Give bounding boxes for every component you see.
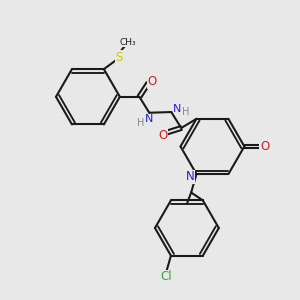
Text: H: H bbox=[182, 107, 190, 117]
Text: CH₃: CH₃ bbox=[120, 38, 136, 47]
Text: O: O bbox=[148, 75, 157, 88]
Text: N: N bbox=[186, 170, 194, 183]
Text: Cl: Cl bbox=[161, 271, 172, 284]
Text: H: H bbox=[137, 118, 144, 128]
Text: S: S bbox=[115, 51, 122, 64]
Text: N: N bbox=[173, 104, 182, 114]
Text: N: N bbox=[144, 114, 153, 124]
Text: O: O bbox=[260, 140, 269, 153]
Text: O: O bbox=[158, 129, 168, 142]
